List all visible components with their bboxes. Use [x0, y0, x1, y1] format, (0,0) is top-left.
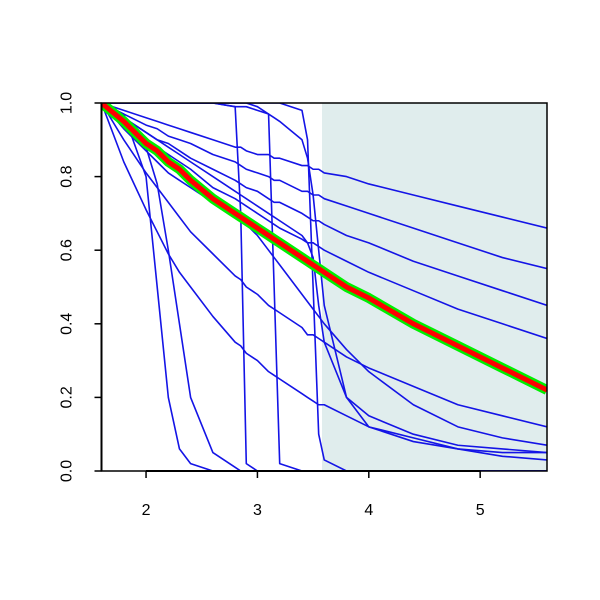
- y-tick-label: 0.0: [59, 460, 76, 482]
- plot-area: [101, 103, 547, 471]
- y-tick-label: 1.0: [59, 92, 76, 114]
- y-tick-label: 0.6: [59, 239, 76, 261]
- series-line: [101, 103, 547, 393]
- y-tick-label: 0.4: [59, 313, 76, 335]
- x-tick-label: 2: [142, 502, 151, 519]
- x-tick-label: 4: [364, 502, 373, 519]
- series-line: [101, 103, 547, 229]
- series-line: [101, 103, 547, 454]
- y-tick-label: 0.2: [59, 386, 76, 408]
- series-line: [101, 103, 547, 471]
- series-line: [101, 103, 547, 428]
- series-line: [101, 103, 547, 471]
- shaded-region: [322, 103, 547, 471]
- series-line: [101, 103, 547, 461]
- y-tick-label: 0.8: [59, 165, 76, 187]
- series-line: [101, 103, 547, 447]
- x-tick-label: 3: [253, 502, 262, 519]
- series-line: [101, 103, 547, 471]
- series-line: [101, 103, 547, 454]
- x-tick-label: 5: [476, 502, 485, 519]
